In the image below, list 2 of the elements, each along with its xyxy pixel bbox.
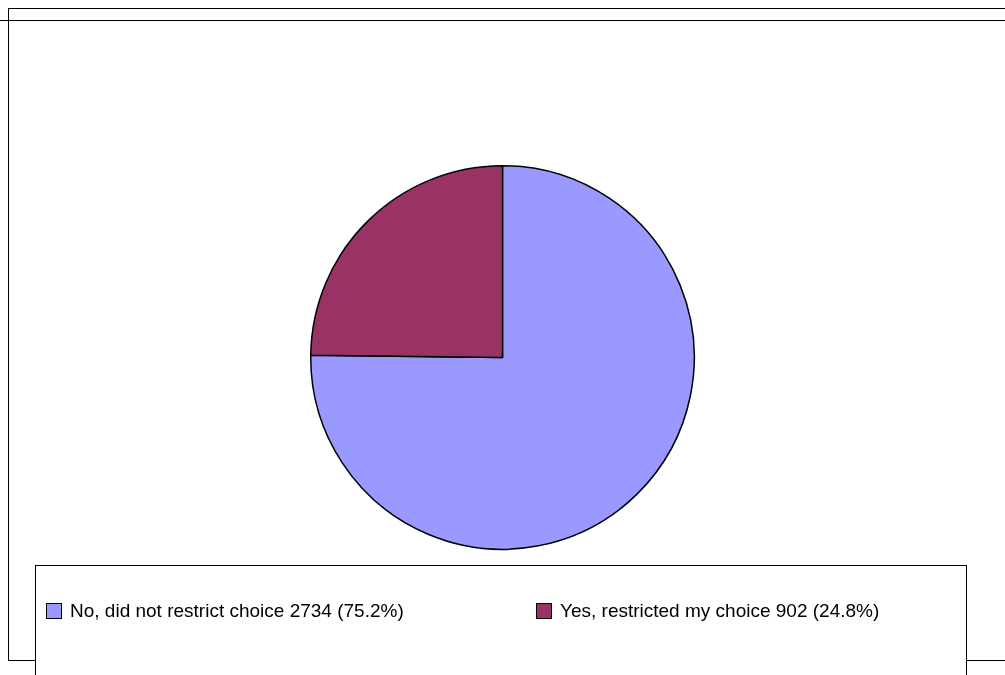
legend-label: Yes, restricted my choice 902 (24.8%)	[560, 600, 880, 622]
legend-label: No, did not restrict choice 2734 (75.2%)	[70, 600, 404, 622]
